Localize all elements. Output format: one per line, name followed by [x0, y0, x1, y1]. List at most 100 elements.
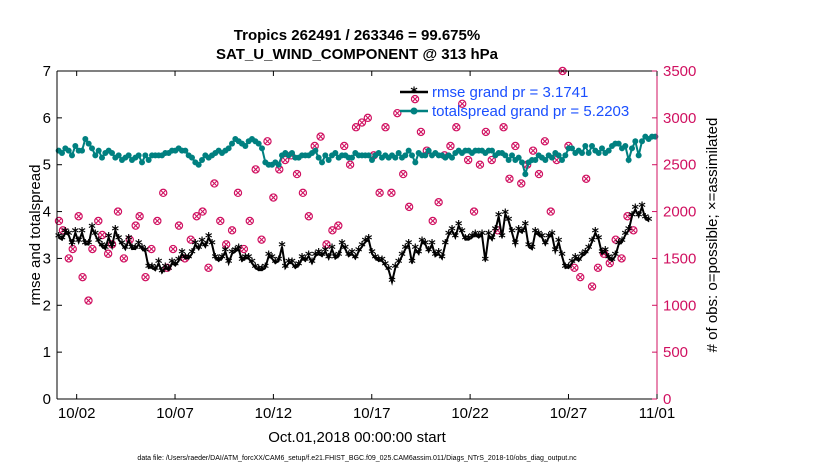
totalspread-point — [392, 154, 399, 161]
chart-title-line1: Tropics 262491 / 263346 = 99.675% — [234, 27, 480, 44]
rmse-point: * — [135, 237, 143, 253]
obs-possible-marker — [221, 240, 231, 249]
rmse-point: * — [162, 261, 170, 277]
totalspread-point — [85, 140, 92, 147]
rmse-point: * — [215, 254, 223, 270]
y-left-tick-label: 3 — [43, 250, 51, 267]
obs-assimilated-marker — [323, 241, 330, 247]
obs-assimilated-marker — [571, 265, 577, 271]
rmse-point: * — [75, 235, 83, 251]
obs-assimilated-marker — [85, 298, 92, 304]
rmse-point: * — [335, 249, 343, 265]
obs-possible-marker — [458, 99, 467, 109]
obs-point — [357, 118, 367, 127]
y-right-tick-label: 2500 — [663, 157, 696, 174]
obs-point — [505, 174, 514, 183]
rmse-point: * — [395, 256, 403, 272]
totalspread-point — [195, 161, 202, 168]
obs-point — [517, 179, 526, 188]
totalspread-point — [79, 147, 85, 154]
obs-point — [216, 216, 225, 226]
rmse-point: * — [428, 237, 436, 253]
totalspread-point — [395, 150, 402, 156]
rmse-point: * — [485, 228, 493, 244]
totalspread-point — [412, 159, 419, 166]
obs-point — [58, 226, 68, 235]
obs-assimilated-marker — [133, 223, 139, 229]
rmse-point: * — [138, 242, 146, 258]
obs-possible-marker — [119, 254, 129, 263]
obs-point — [198, 207, 207, 216]
totalspread-point — [542, 157, 549, 164]
totalspread-point — [522, 171, 529, 178]
obs-assimilated-marker — [377, 190, 383, 196]
obs-point — [227, 226, 237, 235]
rmse-point: * — [405, 237, 413, 253]
obs-possible-marker — [204, 263, 213, 272]
x-tick-label: 10/27 — [550, 405, 588, 422]
obs-possible-marker — [487, 155, 496, 165]
totalspread-point — [95, 147, 102, 154]
rmse-point: * — [265, 249, 273, 265]
obs-point — [540, 137, 550, 146]
rmse-point: * — [478, 228, 486, 244]
obs-assimilated-marker — [229, 227, 235, 233]
obs-point — [119, 254, 129, 263]
rmse-point: * — [608, 254, 616, 270]
obs-point — [269, 193, 278, 202]
totalspread-point — [405, 147, 412, 154]
obs-assimilated-marker — [471, 208, 477, 215]
rmse-point: * — [442, 237, 450, 253]
obs-possible-marker — [375, 188, 384, 198]
obs-point — [410, 94, 420, 104]
obs-point — [316, 132, 325, 141]
obs-point — [153, 216, 162, 226]
totalspread-point — [289, 150, 295, 156]
obs-assimilated-marker — [577, 274, 583, 280]
rmse-point: * — [88, 221, 96, 237]
rmse-point: * — [628, 209, 636, 225]
rmse-point: * — [148, 261, 156, 277]
obs-assimilated-marker — [583, 176, 589, 182]
obs-point — [581, 174, 591, 183]
data-file-footnote: data file: /Users/raeder/DAI/ATM_forcXX/… — [137, 455, 577, 462]
obs-possible-marker — [322, 240, 331, 249]
obs-assimilated-marker — [264, 138, 271, 144]
obs-point — [88, 244, 97, 254]
obs-point — [334, 221, 343, 230]
rmse-point: * — [632, 202, 640, 218]
y-axis-left-label: rmse and totalspread — [27, 165, 44, 306]
obs-point — [340, 141, 349, 151]
obs-possible-marker — [58, 226, 68, 235]
obs-point — [131, 221, 140, 230]
obs-possible-marker — [298, 188, 308, 198]
obs-point — [103, 249, 113, 258]
obs-possible-marker — [68, 244, 77, 254]
obs-point — [381, 123, 390, 132]
obs-possible-marker — [316, 132, 325, 141]
rmse-point: * — [578, 249, 586, 265]
rmse-point: * — [72, 226, 80, 242]
obs-point — [68, 244, 77, 254]
rmse-point: * — [498, 230, 506, 246]
rmse-point: * — [472, 228, 480, 244]
rmse-point: * — [598, 247, 606, 263]
obs-possible-marker — [428, 216, 437, 226]
rmse-point: * — [492, 223, 500, 239]
obs-point — [469, 207, 479, 216]
rmse-point: * — [222, 244, 230, 260]
obs-assimilated-marker — [276, 166, 282, 172]
obs-point — [363, 113, 373, 123]
obs-assimilated-marker — [241, 246, 247, 252]
rmse-point: * — [518, 226, 526, 242]
rmse-point: * — [382, 258, 390, 274]
obs-point — [251, 165, 260, 174]
obs-assimilated-marker — [121, 255, 127, 262]
obs-assimilated-marker — [536, 171, 542, 177]
rmse-point: * — [112, 223, 120, 239]
obs-assimilated-marker — [66, 255, 72, 262]
totalspread-point — [332, 150, 339, 156]
y-left-tick-label: 6 — [43, 110, 51, 127]
rmse-point: * — [565, 261, 573, 277]
